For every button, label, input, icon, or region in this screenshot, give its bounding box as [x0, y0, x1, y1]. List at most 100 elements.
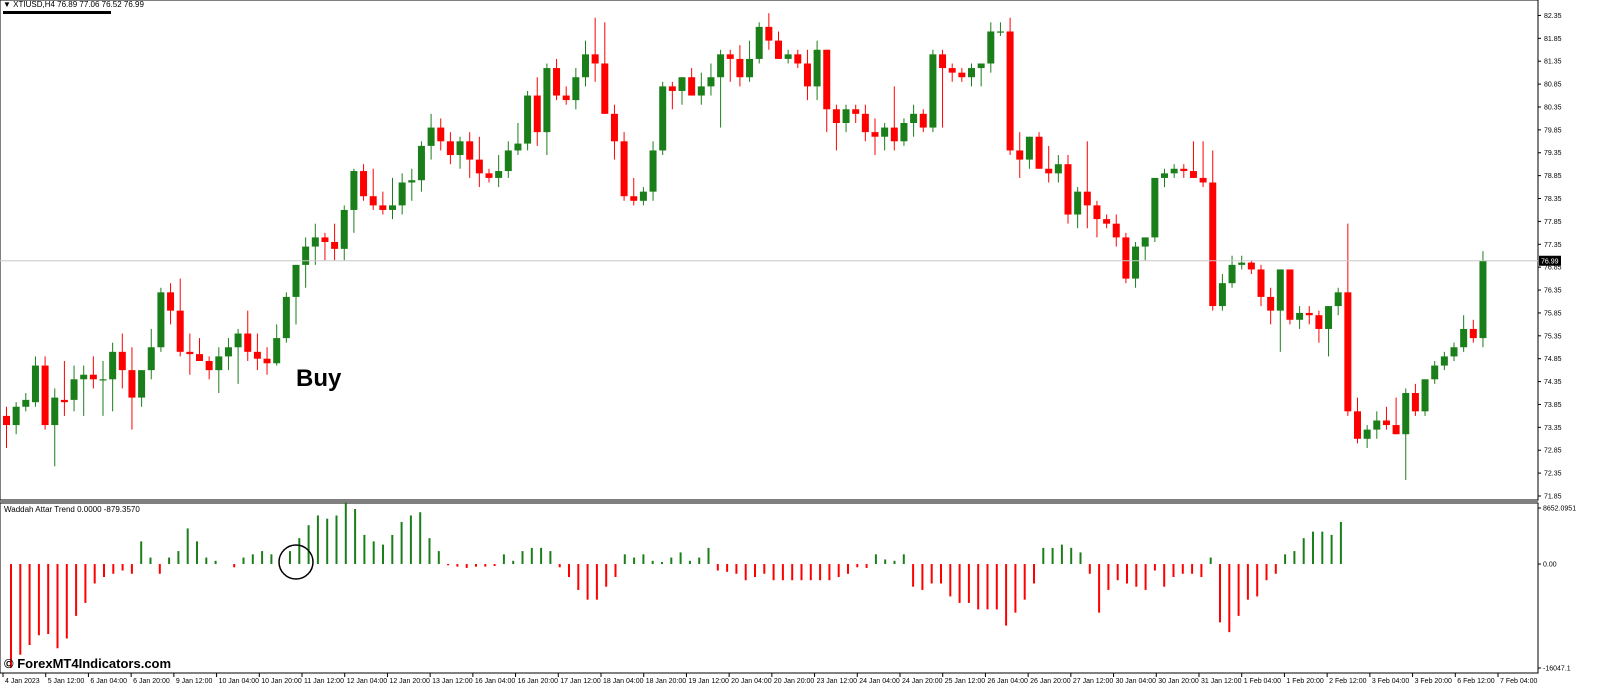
- candle: [408, 168, 416, 201]
- candle-body: [118, 351, 126, 371]
- candle: [1083, 141, 1091, 229]
- candle: [929, 49, 937, 133]
- candle-body: [3, 415, 10, 426]
- candle: [1161, 168, 1168, 188]
- candles-group: [3, 13, 1487, 480]
- candle: [852, 104, 860, 123]
- candle-body: [244, 333, 252, 352]
- candle: [591, 17, 599, 82]
- candle-body: [253, 351, 261, 359]
- panel-separator[interactable]: [0, 500, 1538, 503]
- candle-body: [775, 40, 782, 59]
- candle-body: [1460, 328, 1468, 348]
- candle-body: [813, 49, 821, 87]
- candle: [736, 45, 744, 87]
- candle: [1296, 306, 1304, 329]
- candle-body: [1267, 296, 1275, 311]
- candle: [292, 264, 300, 325]
- candle: [842, 104, 850, 133]
- candle: [1450, 342, 1458, 361]
- candle-body: [1247, 262, 1255, 270]
- indicator-header: Waddah Attar Trend 0.0000 -879.3570: [4, 505, 140, 514]
- price-tick-label: 81.85: [1544, 36, 1562, 43]
- candle-body: [446, 141, 454, 156]
- symbol-header: ▼ XTIUSD,H4 76.89 77.06 76.52 76.99: [3, 0, 144, 9]
- time-tick-label: 4 Jan 2023: [5, 678, 40, 685]
- time-tick-label: 12 Jan 20:00: [389, 678, 430, 685]
- candle-body: [1218, 283, 1226, 307]
- candle: [138, 370, 146, 407]
- candle: [1344, 223, 1352, 416]
- candle: [572, 68, 580, 110]
- candle-body: [630, 196, 638, 201]
- candle: [12, 402, 20, 435]
- candle-body: [1325, 306, 1333, 329]
- price-tick-label: 77.85: [1544, 219, 1562, 226]
- candle-body: [495, 171, 503, 178]
- candle: [379, 191, 387, 215]
- time-tick-label: 11 Jan 12:00: [304, 678, 344, 685]
- candle: [630, 177, 638, 206]
- time-tick-label: 31 Jan 12:00: [1201, 678, 1242, 685]
- candle: [755, 22, 763, 64]
- candle-body: [794, 54, 802, 64]
- candle-body: [263, 358, 271, 364]
- candle: [871, 118, 879, 156]
- time-tick-label: 16 Jan 20:00: [518, 678, 559, 685]
- candle: [99, 360, 107, 416]
- candle: [1199, 141, 1207, 188]
- candle: [900, 118, 908, 146]
- candle-body: [707, 77, 715, 87]
- candle-body: [1402, 393, 1410, 435]
- candle-body: [196, 354, 203, 361]
- candle-body: [427, 127, 435, 146]
- time-tick-label: 23 Jan 12:00: [817, 678, 858, 685]
- candle: [1257, 264, 1265, 307]
- candle: [215, 347, 223, 394]
- candle: [1170, 164, 1178, 178]
- time-tick-label: 26 Jan 04:00: [987, 678, 1028, 685]
- candle-body: [389, 205, 396, 210]
- candle-body: [929, 54, 937, 128]
- candle: [147, 328, 155, 380]
- candle: [977, 63, 985, 87]
- candle-body: [224, 347, 232, 357]
- candle: [253, 333, 261, 371]
- candle-body: [1112, 223, 1120, 238]
- candle-body: [408, 180, 416, 183]
- price-axis: 82.35 81.85 81.35 80.85 80.35 79.85 79.35 78.85…: [1538, 13, 1562, 501]
- price-tick-label: 74.35: [1544, 379, 1562, 386]
- price-label-box: [1539, 255, 1561, 266]
- candle-body: [186, 351, 194, 355]
- candle: [1112, 214, 1120, 247]
- candle: [234, 328, 242, 384]
- candle: [331, 223, 339, 261]
- indicator-panel[interactable]: [0, 500, 1539, 674]
- candle-body: [968, 68, 975, 78]
- candle-body: [1025, 136, 1033, 160]
- candle: [987, 22, 995, 73]
- candle-body: [524, 95, 532, 144]
- candle: [726, 49, 734, 82]
- candle: [41, 356, 49, 430]
- candle: [649, 141, 657, 201]
- candle: [495, 155, 503, 188]
- candle: [437, 118, 445, 151]
- candle-body: [22, 399, 30, 407]
- candle-body: [1354, 411, 1361, 439]
- candle-body: [958, 72, 966, 78]
- candle-body: [543, 68, 551, 133]
- time-tick-label: 30 Jan 20:00: [1158, 678, 1199, 685]
- candle-body: [601, 63, 609, 114]
- candle: [1151, 177, 1159, 242]
- candle-body: [1016, 150, 1024, 160]
- candle-body: [475, 159, 483, 174]
- candle-body: [996, 31, 1004, 33]
- candle: [1093, 200, 1101, 238]
- time-tick-label: 2 Feb 12:00: [1329, 678, 1366, 685]
- time-tick-label: 25 Jan 12:00: [945, 678, 986, 685]
- time-tick-label: 6 Jan 04:00: [90, 678, 127, 685]
- candle-body: [910, 113, 918, 123]
- candle-body: [398, 182, 406, 206]
